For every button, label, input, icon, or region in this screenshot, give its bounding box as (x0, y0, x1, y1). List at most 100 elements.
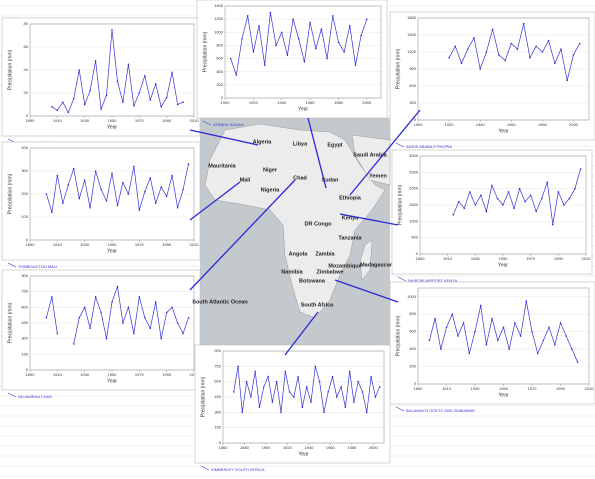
data-point (111, 301, 113, 303)
x-tick-label: 1930 (471, 256, 481, 261)
data-point (144, 316, 146, 319)
map-label: Nigeria (261, 187, 281, 193)
map-label: Kenya (342, 215, 359, 221)
data-point (160, 106, 162, 108)
data-point (474, 204, 477, 206)
data-point (116, 285, 119, 288)
data-point (275, 44, 277, 47)
data-point (566, 79, 569, 82)
x-axis-label: Year (498, 128, 508, 134)
caption-mark (395, 142, 405, 148)
chart-frame (389, 11, 595, 141)
data-point (331, 15, 334, 17)
chart: 0 300 600 900 1200 1500 1800 1900 1920 1940 1960 19… (389, 11, 595, 149)
x-tick-label: 2000 (369, 445, 379, 450)
x-tick-label: 1940 (277, 100, 287, 105)
data-point (466, 48, 469, 50)
y-tick-label: 0 (414, 117, 417, 122)
data-point (160, 186, 162, 188)
data-point (502, 204, 504, 206)
data-point (293, 396, 295, 398)
data-point (171, 71, 173, 74)
data-point (122, 181, 124, 184)
x-tick-label: 1910 (442, 386, 452, 391)
x-tick-label: 1860 (219, 445, 229, 450)
y-tick-label: 1800 (407, 15, 417, 20)
data-point (370, 375, 372, 378)
data-point (122, 101, 124, 103)
data-point (116, 204, 119, 207)
data-point (318, 380, 321, 383)
arrow (189, 179, 296, 291)
data-point (182, 332, 184, 335)
x-tick-label: 1970 (135, 118, 145, 123)
map-label: Mozambique (328, 263, 361, 269)
data-point (448, 56, 450, 59)
map-label: Sudan (322, 177, 339, 183)
data-point (133, 104, 135, 107)
data-point (258, 24, 260, 27)
arrow (307, 117, 327, 189)
data-point (122, 322, 124, 324)
x-tick-label: 1920 (249, 100, 259, 105)
x-tick-label: 2010 (190, 372, 200, 377)
map-label: Botswana (299, 278, 326, 284)
y-tick-label: 400 (409, 346, 416, 351)
data-point (72, 167, 75, 170)
map-label: Zambia (315, 251, 335, 257)
data-point (552, 223, 554, 226)
y-tick-label: 1200 (407, 49, 417, 54)
y-tick-label: 450 (214, 394, 221, 399)
data-point (491, 184, 493, 187)
data-point (171, 306, 173, 309)
y-tick-label: 2000 (409, 186, 419, 191)
chart-frame (196, 0, 388, 119)
y-tick-label: 60 (24, 44, 29, 49)
data-point (314, 47, 317, 50)
caption-mark (7, 262, 17, 268)
data-point (297, 38, 300, 40)
x-tick-label: 1980 (538, 122, 548, 127)
y-tick-label: 300 (21, 336, 28, 341)
data-point (165, 96, 168, 99)
map-label: Angola (289, 251, 309, 257)
chart-frame (1, 141, 201, 261)
data-point (473, 37, 475, 39)
y-tick-label: 400 (216, 69, 223, 74)
plot-area (417, 17, 590, 121)
data-point (468, 352, 471, 355)
data-point (540, 197, 543, 200)
y-tick-label: 1400 (214, 3, 224, 8)
data-point (310, 401, 312, 403)
chart-caption: NDJAMENA CHAD (18, 394, 52, 399)
data-point (546, 181, 549, 183)
chart-caption: KIMBERLEY SOUTH AFRICA (211, 467, 265, 472)
data-point (56, 109, 59, 112)
map-label: Libya (293, 141, 308, 147)
data-point (89, 327, 91, 330)
y-tick-label: 600 (409, 329, 416, 334)
chart: 0 20 40 60 80 1890 1910 1930 1950 1970 1990 2010 Yea… (1, 17, 201, 145)
data-point (100, 188, 102, 191)
y-axis-label: Precipitation (mm) (7, 173, 13, 214)
y-axis-label: Precipitation (mm) (7, 302, 13, 343)
data-point (457, 335, 459, 337)
y-tick-label: 150 (214, 425, 221, 430)
x-axis-label: Year (298, 451, 308, 457)
data-point (353, 401, 355, 403)
data-point (445, 326, 448, 329)
data-point (62, 202, 64, 204)
data-point (286, 54, 289, 57)
data-point (51, 296, 53, 298)
data-point (105, 200, 108, 202)
data-point (452, 214, 455, 216)
data-point (288, 391, 291, 393)
data-point (245, 380, 248, 383)
map-label: Zimbabwe (317, 269, 344, 275)
data-point (578, 42, 581, 45)
x-tick-label: 1980 (347, 445, 357, 450)
data-point (457, 200, 460, 203)
data-point (229, 57, 232, 60)
data-point (94, 296, 97, 298)
data-point (360, 34, 362, 37)
